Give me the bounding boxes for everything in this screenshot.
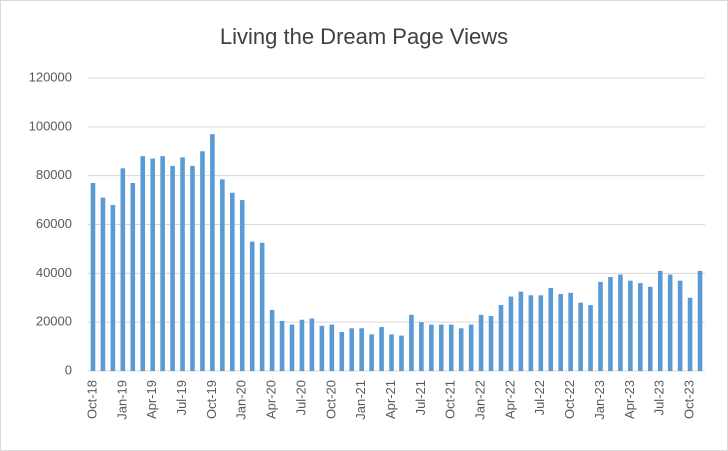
bar <box>558 294 564 371</box>
bar <box>647 286 653 371</box>
bar <box>628 280 633 371</box>
bar <box>667 274 673 371</box>
bar <box>309 318 315 371</box>
bar <box>90 182 96 371</box>
x-tick-label: Jul-19 <box>174 380 189 415</box>
bar <box>399 335 404 371</box>
bar <box>269 309 275 371</box>
y-tick-label: 100000 <box>29 118 72 133</box>
bar <box>448 324 454 371</box>
x-tick-label: Oct-18 <box>84 380 99 419</box>
x-tick-label: Apr-23 <box>622 380 637 419</box>
bar <box>130 182 136 371</box>
bar <box>329 324 335 371</box>
bar <box>140 156 146 371</box>
x-tick-label: Oct-20 <box>323 380 338 419</box>
bar <box>409 314 414 371</box>
bar <box>100 197 106 371</box>
bar <box>220 179 225 371</box>
bar <box>150 158 155 371</box>
y-tick-label: 40000 <box>36 265 72 280</box>
bar <box>349 328 355 371</box>
bar <box>180 157 185 371</box>
chart-title: Living the Dream Page Views <box>220 24 508 49</box>
bar <box>160 156 165 371</box>
bar <box>508 296 514 371</box>
bar <box>210 134 215 371</box>
x-tick-label: Apr-22 <box>502 380 517 419</box>
bar <box>389 334 394 371</box>
x-tick-label: Jul-22 <box>532 380 547 415</box>
bar <box>588 305 593 371</box>
bar <box>528 295 534 371</box>
bar <box>249 241 255 371</box>
bar <box>687 297 693 371</box>
x-tick-label: Jan-21 <box>353 380 368 420</box>
bar <box>429 324 434 371</box>
x-tick-label: Jan-23 <box>592 380 607 420</box>
x-tick-label: Jan-19 <box>114 380 129 420</box>
bar <box>498 305 504 371</box>
bar <box>438 324 444 371</box>
bar <box>638 283 643 371</box>
x-tick-label: Apr-21 <box>383 380 398 419</box>
x-tick-label: Apr-19 <box>144 380 159 419</box>
bar <box>289 324 295 371</box>
bar <box>518 291 524 371</box>
bar <box>110 204 116 371</box>
bar <box>458 328 464 371</box>
bar <box>578 302 583 371</box>
bar <box>259 242 265 371</box>
x-tick-label: Jan-20 <box>234 380 249 420</box>
bar <box>598 281 603 371</box>
x-tick-label: Jan-22 <box>473 380 488 420</box>
bar <box>618 274 623 371</box>
bar <box>568 292 573 371</box>
bar <box>229 192 235 371</box>
x-tick-label: Oct-21 <box>443 380 458 419</box>
y-tick-label: 0 <box>65 362 72 377</box>
bar <box>120 168 126 371</box>
bar <box>190 165 195 371</box>
bar <box>200 151 205 371</box>
bar <box>697 270 703 371</box>
y-tick-label: 20000 <box>36 314 72 329</box>
bar <box>359 328 364 371</box>
x-tick-label: Jul-20 <box>293 380 308 415</box>
x-tick-label: Oct-23 <box>682 380 697 419</box>
bar <box>419 322 424 371</box>
bar <box>319 325 325 371</box>
bar <box>339 331 345 371</box>
bar <box>299 319 305 371</box>
bar <box>170 165 175 371</box>
bar <box>677 280 683 371</box>
y-tick-label: 60000 <box>36 216 72 231</box>
x-tick-label: Apr-20 <box>264 380 279 419</box>
bar <box>239 200 245 371</box>
y-tick-label: 80000 <box>36 167 72 182</box>
y-tick-label: 120000 <box>29 69 72 84</box>
x-tick-label: Oct-22 <box>562 380 577 419</box>
bar <box>488 316 494 371</box>
bar <box>379 327 384 371</box>
x-tick-label: Oct-19 <box>204 380 219 419</box>
bar <box>538 295 544 371</box>
bar <box>608 276 613 371</box>
bar <box>369 334 374 371</box>
bar <box>657 270 663 371</box>
bar <box>548 287 554 371</box>
bar <box>279 320 285 371</box>
bar <box>468 324 474 371</box>
x-tick-label: Jul-21 <box>413 380 428 415</box>
x-tick-label: Jul-23 <box>652 380 667 415</box>
bar <box>478 314 484 371</box>
